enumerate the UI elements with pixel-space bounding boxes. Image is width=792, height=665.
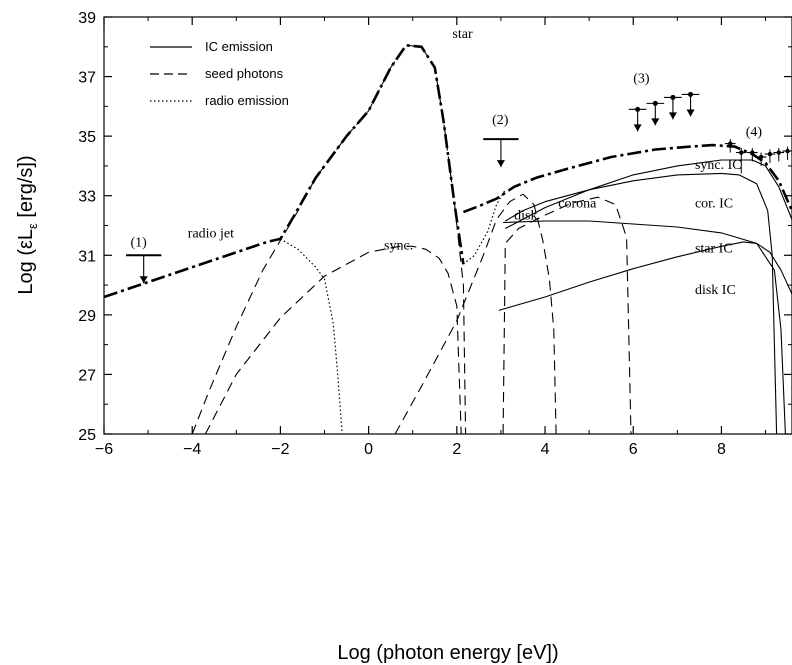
annotation-label: (1) [130,235,147,250]
data-point-3-arrow-head [686,109,695,117]
y-tick-label: 29 [78,308,96,325]
x-tick-label: 8 [717,441,726,458]
y-tick-label: 25 [78,427,96,444]
upper-limit-arrow-head [496,160,505,168]
data-point-4 [728,141,733,146]
data-point-3-arrow-head [633,124,642,132]
x-tick-label: 2 [452,441,461,458]
y-axis-title-sub: ε [25,223,40,229]
data-point-4 [758,154,764,160]
data-point-4 [739,150,744,155]
legend-label-ic: IC emission [205,39,273,54]
annotation-label: disk [514,209,537,224]
annotation-label: (4) [746,125,763,140]
annotation-label: star IC [695,241,733,256]
x-tick-label: 0 [364,441,373,458]
annotation-label: sync. [384,238,413,253]
legend-label-radio: radio emission [205,93,289,108]
x-tick-label: 4 [541,441,550,458]
data-point-4 [767,151,773,157]
data-point-4 [776,150,781,155]
x-tick-label: −2 [271,441,289,458]
y-axis-title: Log (εLε [erg/s]) [15,155,40,294]
upper-limit-arrow-head [139,276,148,284]
legend: IC emission seed photons radio emission [150,39,289,108]
y-tick-label: 31 [78,248,96,265]
data-point-4 [785,148,790,154]
annotation-label: sync. IC [695,158,742,173]
series-line [103,43,465,299]
annotation-label: (3) [633,72,650,87]
series-line [204,245,462,435]
series-line [463,189,506,265]
data-point-4 [750,150,755,155]
annotation-label: star [452,27,473,42]
series-line [280,238,343,435]
y-tick-label: 27 [78,367,96,384]
data-point-3-arrow-head [651,118,660,126]
data-point-3-arrow-head [668,112,677,120]
annotation-label: disk IC [695,283,736,298]
x-axis-title: Log (photon energy [eV]) [337,642,558,664]
annotation-label: cor. IC [695,197,733,212]
y-axis-title-unit: [erg/s]) [15,155,37,223]
y-tick-label: 39 [78,10,96,27]
annotation-label: radio jet [188,226,234,241]
series-line [505,172,778,435]
series-line [505,159,792,229]
y-tick-label: 37 [78,70,96,87]
legend-label-seed: seed photons [205,66,284,81]
x-tick-label: 6 [629,441,638,458]
annotation-label: (2) [492,113,509,128]
series-line [191,44,467,435]
series-line [462,143,792,214]
series-line [498,241,792,311]
y-axis-title-main: Log (εL [15,229,37,295]
y-tick-label: 33 [78,189,96,206]
series-line [503,220,786,435]
annotation-label: corona [558,197,597,212]
x-tick-label: −6 [95,441,113,458]
x-tick-label: −4 [183,441,201,458]
series-line [502,196,632,435]
series-line [394,193,557,435]
y-tick-label: 35 [78,129,96,146]
